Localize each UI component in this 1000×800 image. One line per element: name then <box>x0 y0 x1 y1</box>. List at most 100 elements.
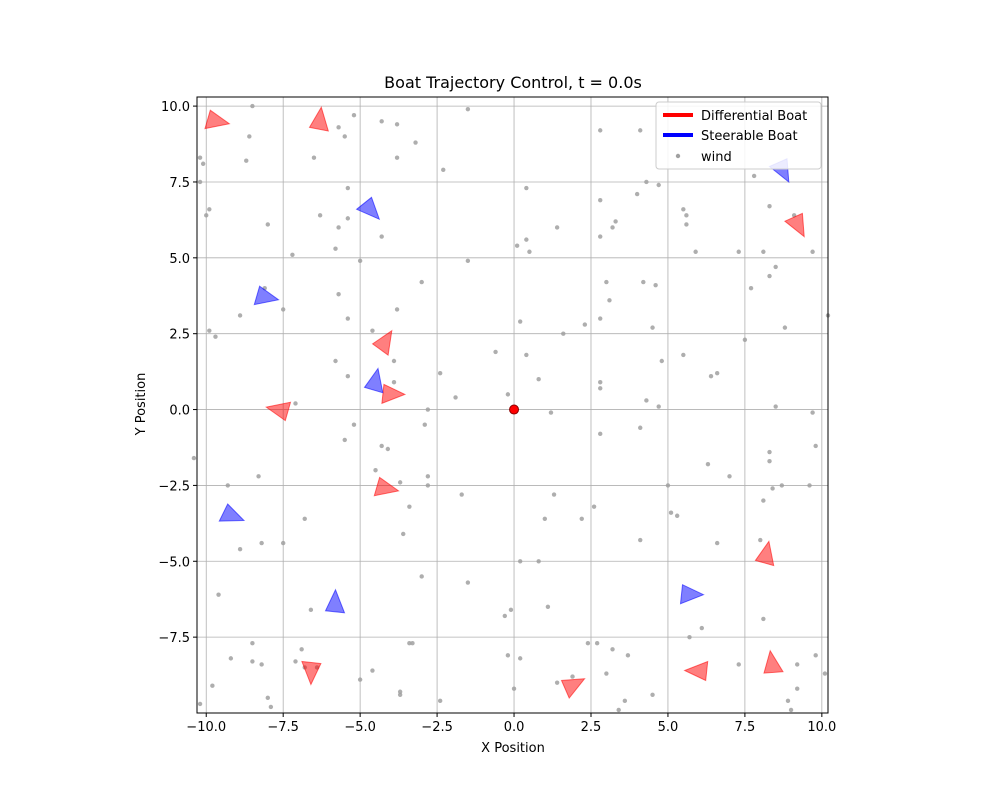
y-tick-label: −2.5 <box>158 479 190 494</box>
wind-point <box>511 686 517 691</box>
wind-point <box>493 349 498 355</box>
wind-point <box>397 480 403 485</box>
wind-point <box>280 540 286 546</box>
wind-point <box>714 370 720 376</box>
wind-point <box>644 179 649 185</box>
differential-boat-marker <box>763 649 784 674</box>
wind-point <box>437 370 443 376</box>
wind-point <box>370 328 375 333</box>
x-tick-label: −10.0 <box>186 720 226 735</box>
y-tick-label: 10.0 <box>161 100 190 115</box>
wind-point <box>545 604 551 609</box>
steerable-boat-marker <box>253 285 280 306</box>
wind-point <box>610 225 615 230</box>
y-axis-ticks: −7.5 −5.0 −2.5 0.0 2.5 5.0 7.5 10.0 <box>158 100 197 646</box>
wind-point <box>197 701 203 707</box>
wind-point <box>610 647 615 652</box>
wind-point <box>656 404 661 409</box>
steerable-boat-marker <box>363 367 384 394</box>
chart-title: Boat Trajectory Control, t = 0.0s <box>384 73 642 92</box>
wind-point <box>767 204 772 209</box>
wind-point <box>773 264 778 270</box>
wind-point <box>268 704 274 710</box>
wind-point <box>687 634 692 640</box>
wind-point <box>250 103 255 109</box>
wind-point <box>345 373 351 379</box>
wind-point <box>807 483 812 488</box>
wind-point <box>508 607 514 613</box>
wind-point <box>736 249 741 254</box>
wind-point <box>505 653 511 658</box>
wind-point <box>207 328 212 333</box>
wind-point <box>293 659 298 664</box>
differential-boat-marker <box>373 476 400 497</box>
wind-point <box>748 285 754 291</box>
wind-point <box>345 185 351 191</box>
wind-point <box>419 279 424 285</box>
wind-point <box>653 282 658 288</box>
wind-point <box>767 449 772 455</box>
y-tick-label: 7.5 <box>169 176 190 191</box>
wind-point <box>397 689 403 694</box>
x-tick-label: 0.0 <box>504 720 525 735</box>
wind-point <box>665 483 671 488</box>
wind-point <box>308 607 314 613</box>
wind-point <box>684 213 689 218</box>
wind-point <box>391 380 397 385</box>
wind-point <box>517 559 523 564</box>
wind-point <box>342 437 347 443</box>
wind-point <box>441 167 446 173</box>
wind-point <box>641 279 646 285</box>
wind-point <box>302 516 307 521</box>
wind-point <box>228 656 234 661</box>
wind-point <box>659 358 664 364</box>
wind-point <box>256 474 261 479</box>
wind-point <box>736 662 741 667</box>
wind-point <box>613 219 618 224</box>
wind-point <box>265 695 270 701</box>
legend-label-steerable: Steerable Boat <box>701 129 798 144</box>
wind-point <box>336 125 341 130</box>
wind-point <box>585 641 591 646</box>
wind-point <box>699 625 704 631</box>
wind-point <box>333 358 338 364</box>
wind-point <box>758 537 763 543</box>
wind-point <box>419 574 424 579</box>
wind-point <box>795 686 800 691</box>
wind-point <box>795 662 800 667</box>
differential-boat-marker <box>371 329 393 356</box>
wind-point <box>638 425 643 430</box>
x-tick-label: 7.5 <box>735 720 756 735</box>
wind-point <box>705 461 711 467</box>
wind-point <box>761 249 766 254</box>
origin-marker <box>509 404 520 415</box>
wind-point <box>813 653 818 658</box>
wind-point <box>598 386 603 391</box>
differential-boat-marker <box>265 401 292 422</box>
wind-point <box>216 592 221 597</box>
wind-point <box>714 540 720 546</box>
x-tick-label: 5.0 <box>658 720 679 735</box>
wind-point <box>210 683 215 688</box>
wind-point <box>394 307 400 312</box>
wind-point <box>782 325 788 330</box>
wind-point <box>785 698 791 704</box>
steerable-boat-marker <box>218 503 246 522</box>
differential-boats <box>204 106 805 699</box>
wind-point <box>684 222 689 227</box>
wind-point <box>311 155 317 160</box>
wind-point <box>761 616 766 622</box>
legend-label-wind: wind <box>701 150 732 165</box>
wind-point <box>579 516 584 521</box>
x-tick-label: −2.5 <box>421 720 453 735</box>
wind-point <box>761 498 766 503</box>
wind-point <box>638 128 643 133</box>
wind-point <box>351 422 357 427</box>
wind-point <box>259 662 264 667</box>
y-tick-label: 0.0 <box>169 404 190 419</box>
wind-point <box>788 707 794 713</box>
y-tick-label: 5.0 <box>169 252 190 267</box>
wind-point <box>465 258 471 264</box>
wind-point <box>674 513 680 518</box>
